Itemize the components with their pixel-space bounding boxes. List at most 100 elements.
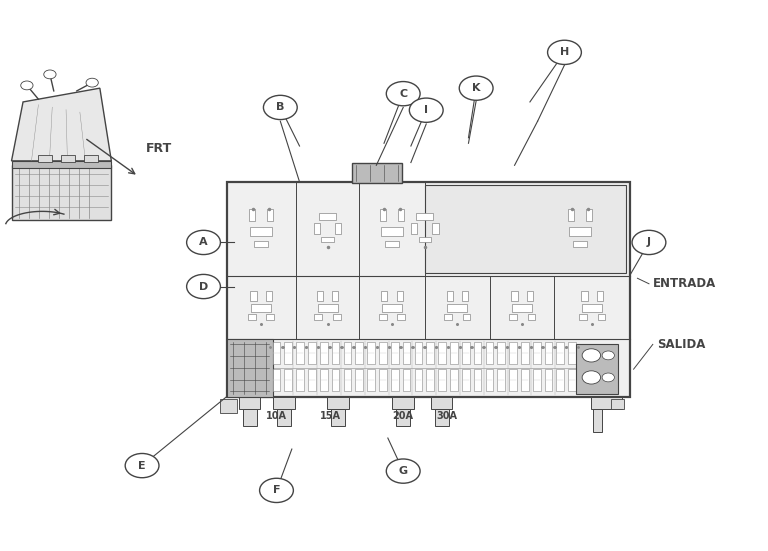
Bar: [321, 237, 333, 242]
Bar: [296, 342, 304, 364]
Bar: [586, 209, 592, 221]
Bar: [419, 237, 431, 242]
Bar: [267, 209, 273, 221]
Bar: [581, 291, 588, 301]
Bar: [379, 342, 387, 364]
Bar: [462, 291, 468, 301]
Bar: [343, 342, 351, 364]
Bar: [308, 342, 316, 364]
Bar: [396, 409, 410, 426]
Bar: [266, 314, 274, 320]
Bar: [381, 227, 402, 236]
Circle shape: [86, 78, 98, 87]
Text: E: E: [138, 461, 146, 471]
Bar: [320, 342, 328, 364]
Bar: [557, 369, 564, 391]
Circle shape: [263, 95, 297, 120]
Bar: [243, 409, 257, 426]
Bar: [356, 342, 363, 364]
Bar: [509, 369, 517, 391]
Bar: [498, 342, 505, 364]
Bar: [579, 314, 587, 320]
Bar: [391, 342, 399, 364]
Bar: [343, 369, 351, 391]
Text: A: A: [199, 237, 208, 247]
Bar: [331, 409, 345, 426]
Bar: [527, 291, 533, 301]
Bar: [528, 314, 535, 320]
Circle shape: [386, 459, 420, 483]
Bar: [367, 342, 375, 364]
Bar: [533, 369, 541, 391]
Circle shape: [409, 98, 443, 122]
Bar: [568, 342, 576, 364]
Bar: [545, 342, 552, 364]
Text: G: G: [399, 466, 408, 476]
Bar: [450, 342, 458, 364]
Bar: [277, 409, 291, 426]
Bar: [386, 241, 399, 247]
Bar: [332, 342, 339, 364]
Bar: [447, 304, 467, 312]
Bar: [512, 304, 532, 312]
Bar: [352, 163, 402, 183]
Bar: [444, 314, 452, 320]
Text: F: F: [273, 485, 280, 495]
Bar: [462, 314, 470, 320]
Text: 10A: 10A: [266, 411, 287, 421]
Bar: [569, 227, 591, 236]
Bar: [367, 369, 375, 391]
Bar: [319, 213, 336, 220]
Bar: [591, 397, 622, 409]
Circle shape: [187, 230, 220, 255]
Circle shape: [386, 82, 420, 106]
Text: I: I: [424, 105, 429, 115]
Circle shape: [632, 230, 666, 255]
Bar: [296, 369, 304, 391]
Bar: [84, 155, 98, 162]
Bar: [446, 291, 452, 301]
Bar: [416, 213, 433, 220]
Bar: [396, 291, 402, 301]
Bar: [411, 223, 417, 234]
Circle shape: [582, 371, 601, 384]
Bar: [381, 291, 387, 301]
Text: 15A: 15A: [319, 411, 341, 421]
Bar: [545, 369, 552, 391]
Text: K: K: [472, 83, 481, 93]
Bar: [521, 342, 528, 364]
Bar: [380, 209, 386, 221]
Bar: [399, 209, 405, 221]
Bar: [273, 342, 280, 364]
Bar: [415, 342, 422, 364]
Text: SALIDA: SALIDA: [657, 338, 705, 351]
Bar: [249, 209, 255, 221]
Bar: [568, 209, 574, 221]
Bar: [333, 314, 341, 320]
Bar: [402, 369, 410, 391]
Bar: [533, 342, 541, 364]
Bar: [250, 291, 257, 301]
Bar: [335, 223, 341, 234]
Bar: [509, 342, 517, 364]
Circle shape: [548, 40, 581, 64]
Bar: [498, 369, 505, 391]
Bar: [435, 409, 449, 426]
Text: D: D: [199, 282, 208, 291]
Bar: [439, 369, 446, 391]
Circle shape: [459, 76, 493, 100]
Bar: [450, 369, 458, 391]
Bar: [611, 399, 624, 409]
Bar: [316, 291, 323, 301]
Bar: [593, 409, 602, 432]
Bar: [273, 397, 295, 409]
Text: J: J: [647, 237, 651, 247]
Bar: [266, 291, 272, 301]
Bar: [382, 304, 402, 312]
Bar: [576, 344, 618, 394]
Bar: [485, 342, 493, 364]
Bar: [391, 369, 399, 391]
Bar: [462, 342, 469, 364]
Text: C: C: [399, 89, 407, 99]
Bar: [313, 223, 319, 234]
